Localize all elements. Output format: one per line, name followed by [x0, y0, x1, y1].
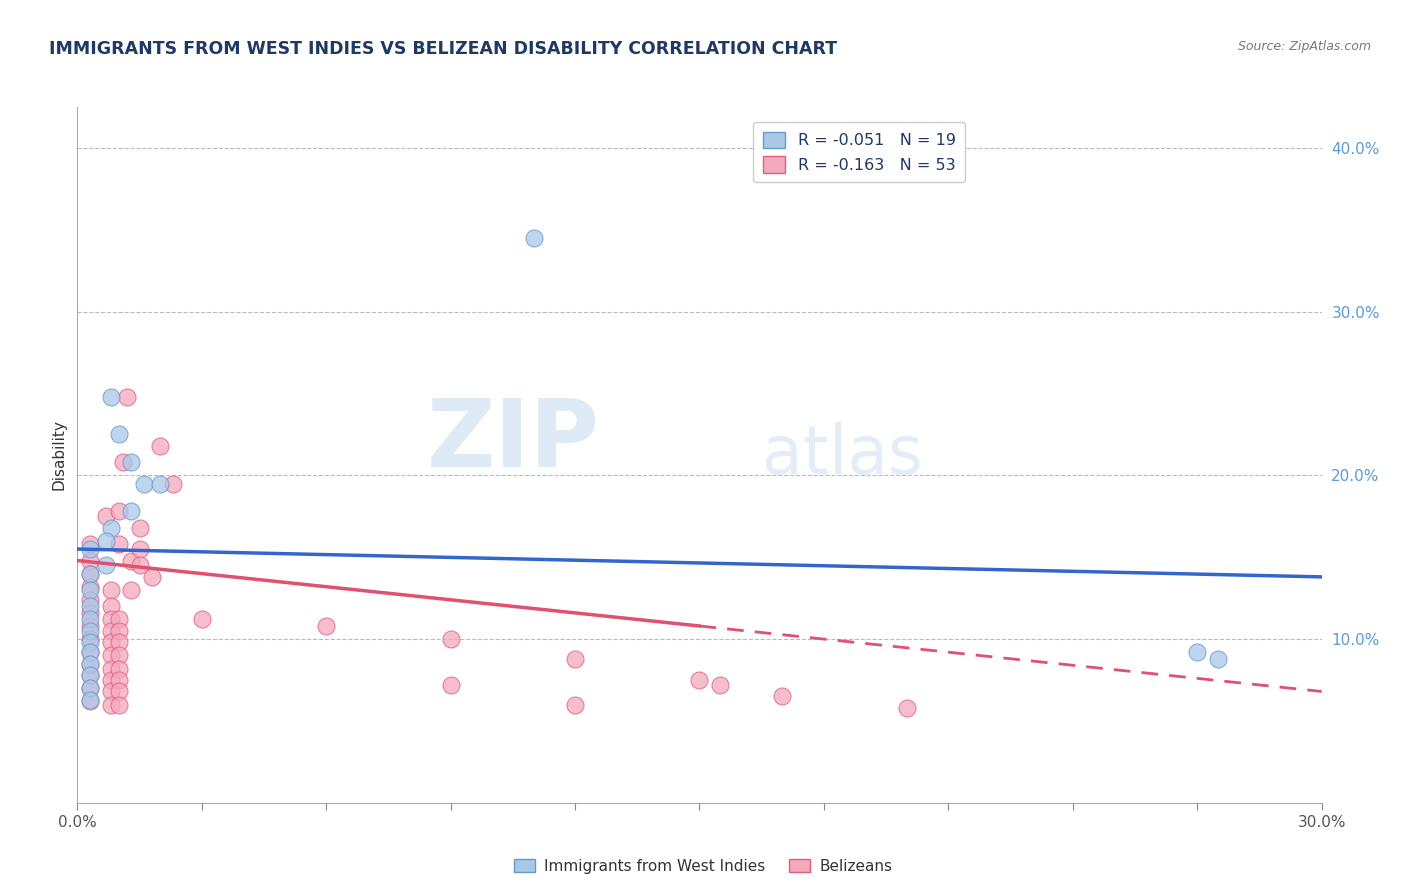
Point	[564, 698, 586, 712]
Point	[100, 521, 122, 535]
Point	[523, 231, 546, 245]
Point	[96, 533, 118, 548]
Point	[108, 662, 131, 676]
Point	[79, 635, 101, 649]
Point	[79, 612, 101, 626]
Point	[79, 668, 101, 682]
Point	[79, 619, 101, 633]
Point	[96, 509, 118, 524]
Point	[111, 455, 134, 469]
Point	[79, 694, 101, 708]
Point	[128, 542, 150, 557]
Point	[108, 624, 131, 638]
Text: IMMIGRANTS FROM WEST INDIES VS BELIZEAN DISABILITY CORRELATION CHART: IMMIGRANTS FROM WEST INDIES VS BELIZEAN …	[49, 40, 838, 58]
Text: ZIP: ZIP	[427, 395, 600, 487]
Point	[689, 673, 711, 687]
Point	[100, 635, 122, 649]
Point	[79, 566, 101, 581]
Point	[100, 612, 122, 626]
Point	[79, 606, 101, 620]
Point	[96, 558, 118, 573]
Point	[1187, 645, 1209, 659]
Point	[79, 668, 101, 682]
Point	[100, 648, 122, 663]
Point	[79, 681, 101, 696]
Point	[79, 645, 101, 659]
Point	[79, 542, 101, 557]
Point	[149, 476, 172, 491]
Point	[709, 678, 731, 692]
Point	[100, 684, 122, 698]
Point	[79, 537, 101, 551]
Point	[108, 648, 131, 663]
Point	[108, 684, 131, 698]
Point	[100, 624, 122, 638]
Point	[120, 455, 142, 469]
Point	[79, 692, 101, 706]
Point	[115, 390, 138, 404]
Point	[100, 698, 122, 712]
Text: atlas: atlas	[762, 422, 922, 488]
Point	[79, 624, 101, 638]
Point	[162, 476, 184, 491]
Point	[79, 553, 101, 567]
Text: Source: ZipAtlas.com: Source: ZipAtlas.com	[1237, 40, 1371, 54]
Point	[128, 558, 150, 573]
Point	[79, 580, 101, 594]
Point	[564, 651, 586, 665]
Point	[128, 521, 150, 535]
Point	[108, 698, 131, 712]
Point	[100, 673, 122, 687]
Point	[79, 657, 101, 671]
Point	[79, 599, 101, 614]
Point	[79, 657, 101, 671]
Point	[896, 701, 918, 715]
Point	[141, 570, 163, 584]
Point	[79, 632, 101, 646]
Point	[79, 645, 101, 659]
Point	[79, 681, 101, 696]
Point	[440, 678, 463, 692]
Point	[100, 582, 122, 597]
Y-axis label: Disability: Disability	[51, 419, 66, 491]
Point	[108, 537, 131, 551]
Point	[191, 612, 214, 626]
Point	[120, 553, 142, 567]
Point	[100, 599, 122, 614]
Point	[108, 612, 131, 626]
Point	[100, 390, 122, 404]
Point	[120, 582, 142, 597]
Point	[100, 662, 122, 676]
Point	[440, 632, 463, 646]
Point	[108, 673, 131, 687]
Point	[108, 504, 131, 518]
Point	[108, 427, 131, 442]
Legend: Immigrants from West Indies, Belizeans: Immigrants from West Indies, Belizeans	[508, 853, 898, 880]
Point	[79, 592, 101, 607]
Point	[315, 619, 337, 633]
Legend: R = -0.051   N = 19, R = -0.163   N = 53: R = -0.051 N = 19, R = -0.163 N = 53	[754, 122, 966, 182]
Point	[79, 566, 101, 581]
Point	[132, 476, 155, 491]
Point	[79, 582, 101, 597]
Point	[1206, 651, 1229, 665]
Point	[108, 635, 131, 649]
Point	[120, 504, 142, 518]
Point	[772, 690, 794, 704]
Point	[149, 439, 172, 453]
